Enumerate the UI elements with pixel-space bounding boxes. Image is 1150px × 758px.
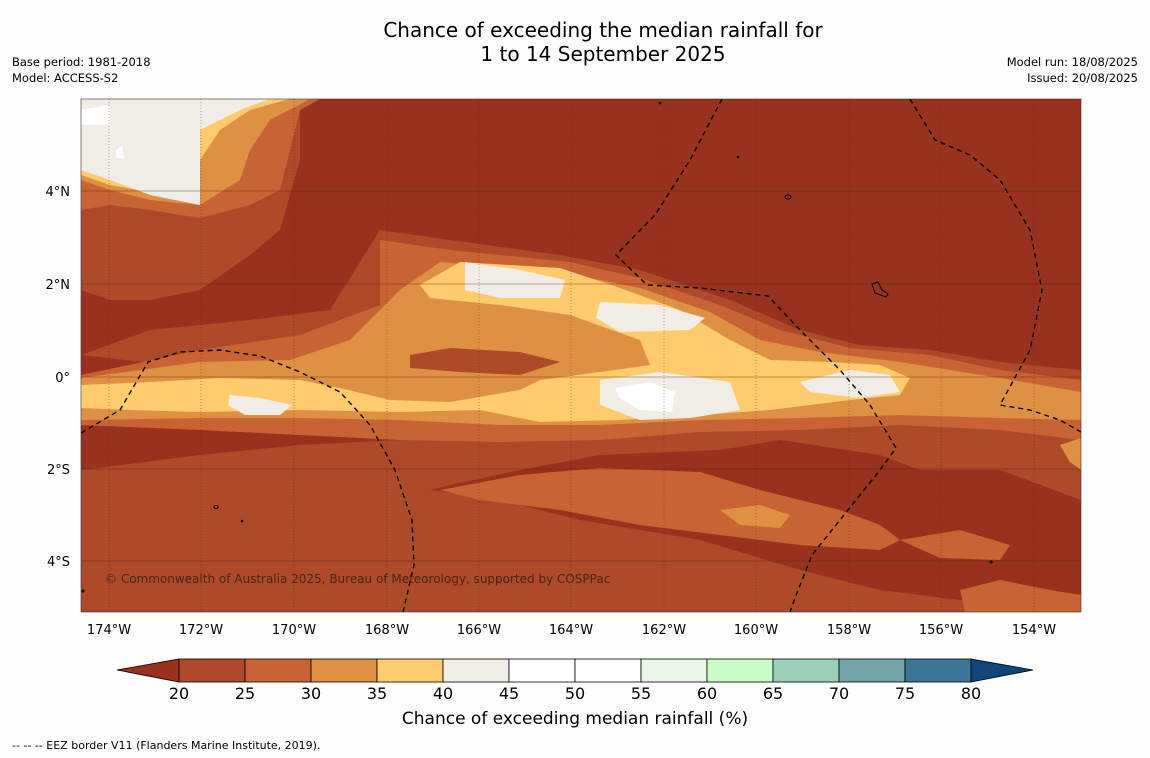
colorbar-bin [178,658,246,683]
contour-30-35-south [720,505,790,528]
lon-label: 168°W [365,623,409,638]
colorbar-bin [574,658,642,683]
lon-label: 160°W [734,623,778,638]
lon-label: 166°W [457,623,501,638]
lat-label: 2°S [47,463,70,478]
contour-30-35-east [1060,438,1081,470]
colorbar-tick: 75 [894,684,916,703]
colorbar-tick: 50 [564,684,586,703]
eez-borders [81,99,1081,612]
colorbar-bin [442,658,510,683]
colorbar-tick: 25 [234,684,256,703]
islands [81,101,993,593]
contour-40-45-a [465,262,565,298]
colorbar-bin [904,658,972,683]
contour-25-30-south-b [900,530,1010,560]
colorbar-bin [706,658,774,683]
colorbar-tick: 35 [366,684,388,703]
lat-label: 0° [55,371,70,386]
colorbar-high-arrow [970,658,1034,683]
lon-label: 170°W [272,623,316,638]
contour-25-30-south-a [440,468,900,550]
lon-label: 164°W [549,623,593,638]
base-period: Base period: 1981-2018 [12,55,151,69]
eez-footnote: -- -- -- EEZ border V11 (Flanders Marine… [12,739,321,752]
lon-label: 156°W [919,623,963,638]
colorbar-tick: 60 [696,684,718,703]
colorbar-tick: 45 [498,684,520,703]
colorbar-bin [508,658,576,683]
colorbar-tick: 20 [168,684,190,703]
colorbar-low-arrow [116,658,180,683]
title-line-2: 1 to 14 September 2025 [480,42,726,66]
longitude-labels: 174°W 172°W 170°W 168°W 166°W 164°W 162°… [87,623,1056,638]
colorbar-tick: 65 [762,684,784,703]
meta-left: Base period: 1981-2018 Model: ACCESS-S2 [12,54,151,86]
colorbar-bin [772,658,840,683]
latitude-labels: 4°N 2°N 0° 2°S 4°S [46,185,71,570]
colorbar-tick: 80 [960,684,982,703]
colorbar-bin [244,658,312,683]
copyright-text: © Commonwealth of Australia 2025, Bureau… [105,572,610,586]
lon-label: 172°W [179,623,223,638]
contour-45-55-a [615,382,675,412]
model-run: Model run: 18/08/2025 [1006,55,1138,69]
map-frame [80,98,1082,613]
chart-title: Chance of exceeding the median rainfall … [0,18,1150,66]
lon-label: 162°W [642,623,686,638]
lat-label: 4°N [46,185,71,200]
model-name: Model: ACCESS-S2 [12,71,119,85]
colorbar [116,658,1034,683]
colorbar-title: Chance of exceeding median rainfall (%) [401,709,749,729]
map-field [81,99,1081,612]
lon-label: 158°W [827,623,871,638]
colorbar-bin [376,658,444,683]
contour-40-45-e [228,395,292,415]
colorbar-tick: 55 [630,684,652,703]
lat-label: 2°N [46,278,71,293]
meta-right: Model run: 18/08/2025 Issued: 20/08/2025 [1007,54,1138,86]
title-line-1: Chance of exceeding the median rainfall … [383,18,823,42]
colorbar-tick: 40 [432,684,454,703]
contour-45-55-b [81,105,110,125]
contour-40-45-b [596,302,705,332]
lat-label: 4°S [47,555,70,570]
colorbar-tick: 30 [300,684,322,703]
graticule [81,99,1081,612]
contour-40-45-north [81,99,270,205]
issued-date: Issued: 20/08/2025 [1027,71,1138,85]
lon-label: 154°W [1012,623,1056,638]
contour-20-25-inner [410,348,560,375]
contour-25-30-southeast [960,580,1081,612]
colorbar-bin [838,658,906,683]
colorbar-tick: 70 [828,684,850,703]
colorbar-bin [640,658,708,683]
contour-45-55-c [116,146,124,158]
lon-label: 174°W [87,623,131,638]
colorbar-bin [310,658,378,683]
